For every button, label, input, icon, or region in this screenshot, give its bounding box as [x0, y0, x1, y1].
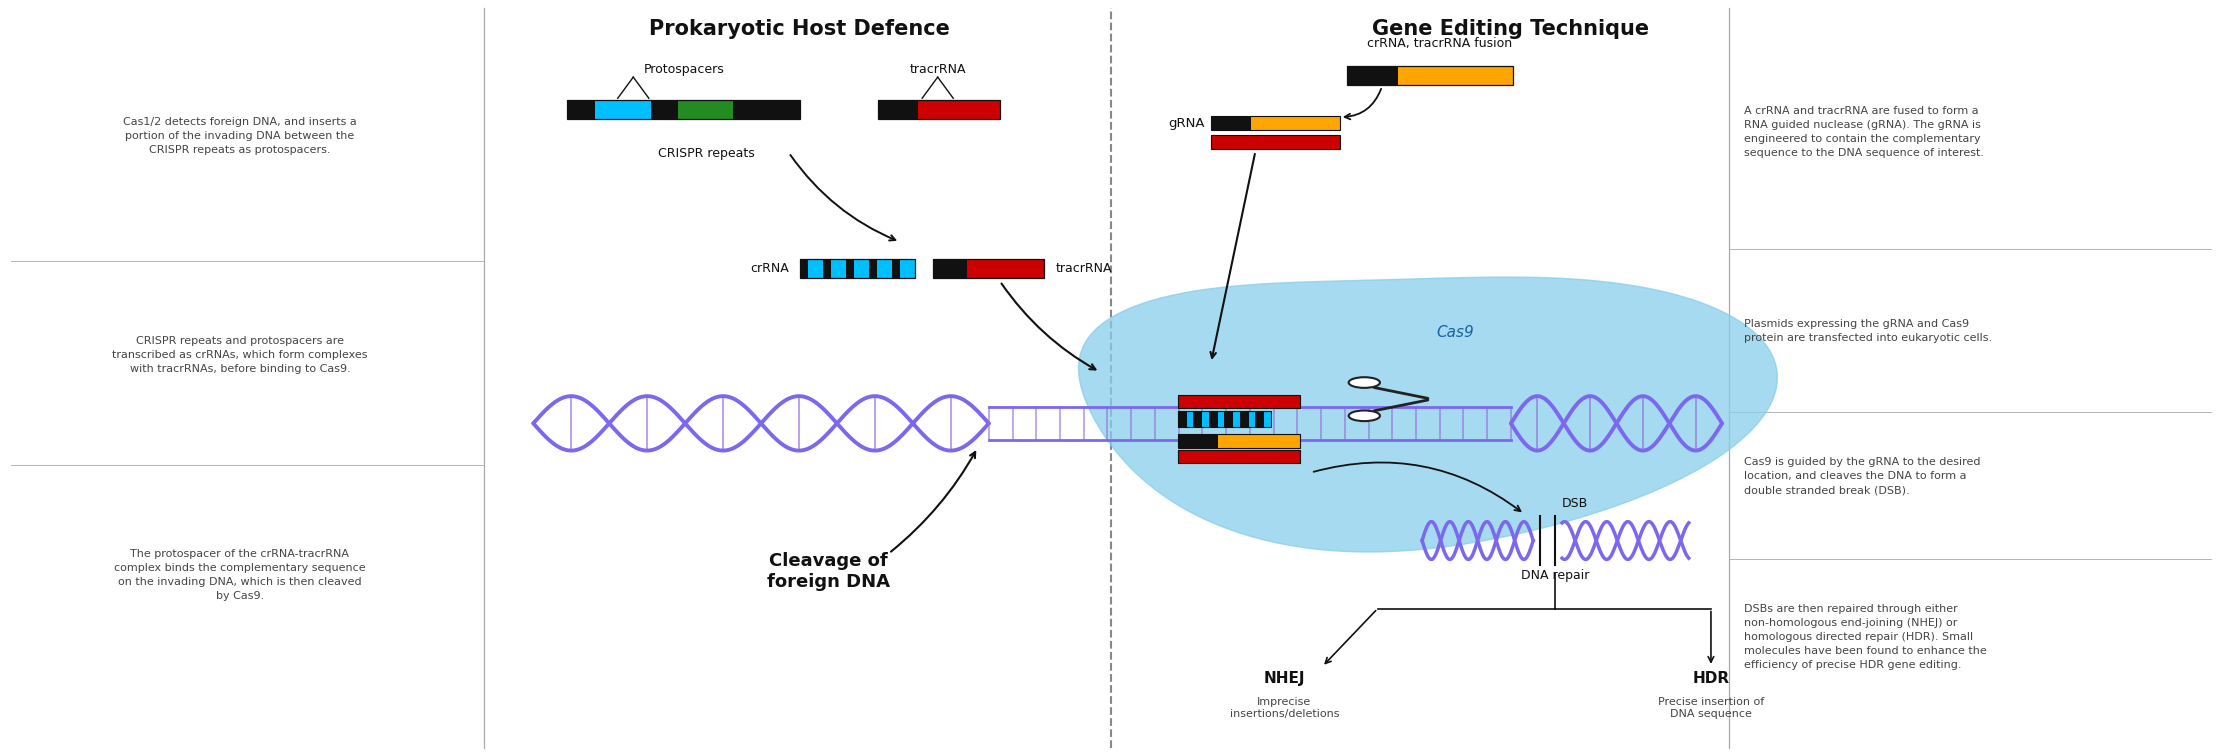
Bar [1211, 116, 1251, 130]
Text: gRNA: gRNA [1169, 117, 1204, 131]
Text: Cas9: Cas9 [1438, 325, 1473, 340]
Bar [1178, 411, 1271, 427]
Text: crRNA, tracrRNA fusion: crRNA, tracrRNA fusion [1367, 37, 1513, 51]
Bar [567, 100, 800, 119]
Text: Cas9 is guided by the gRNA to the desired
location, and cleaves the DNA to form : Cas9 is guided by the gRNA to the desire… [1744, 457, 1980, 495]
Circle shape [1349, 377, 1380, 388]
Bar [1178, 411, 1187, 427]
Polygon shape [1078, 277, 1778, 552]
Bar [1211, 116, 1340, 130]
Text: tracrRNA: tracrRNA [909, 63, 967, 76]
Bar [1178, 411, 1271, 427]
Bar [1178, 450, 1300, 463]
Bar [878, 100, 918, 119]
Text: CRISPR repeats and protospacers are
transcribed as crRNAs, which form complexes
: CRISPR repeats and protospacers are tran… [113, 336, 367, 374]
Text: The protospacer of the crRNA-tracrRNA
complex binds the complementary sequence
o: The protospacer of the crRNA-tracrRNA co… [113, 549, 367, 600]
Text: Plasmids expressing the gRNA and Cas9
protein are transfected into eukaryotic ce: Plasmids expressing the gRNA and Cas9 pr… [1744, 319, 1993, 343]
Text: CRISPR repeats: CRISPR repeats [658, 147, 755, 160]
Bar [1178, 395, 1300, 408]
Bar [822, 259, 831, 278]
Bar [847, 259, 853, 278]
Bar [1240, 411, 1249, 427]
Text: Gene Editing Technique: Gene Editing Technique [1373, 19, 1649, 39]
Circle shape [1349, 411, 1380, 421]
Bar [1178, 434, 1300, 448]
Text: crRNA: crRNA [751, 262, 789, 275]
Bar [1211, 116, 1340, 130]
Bar [567, 100, 800, 119]
Text: Imprecise
insertions/deletions: Imprecise insertions/deletions [1229, 697, 1340, 719]
Bar [869, 259, 878, 278]
Bar [1255, 411, 1264, 427]
Bar [1224, 411, 1233, 427]
Text: Prokaryotic Host Defence: Prokaryotic Host Defence [649, 19, 951, 39]
Text: DSB: DSB [1562, 497, 1589, 510]
Text: HDR: HDR [1693, 671, 1729, 686]
Text: Cleavage of
foreign DNA: Cleavage of foreign DNA [767, 552, 891, 590]
Text: A crRNA and tracrRNA are fused to form a
RNA guided nuclease (gRNA). The gRNA is: A crRNA and tracrRNA are fused to form a… [1744, 107, 1984, 158]
Text: Protospacers: Protospacers [644, 63, 724, 76]
Text: Precise insertion of
DNA sequence: Precise insertion of DNA sequence [1658, 697, 1764, 719]
Bar [1347, 66, 1513, 85]
Bar [800, 259, 915, 278]
Bar [1211, 135, 1340, 149]
Bar [1347, 66, 1398, 85]
Bar [1193, 411, 1202, 427]
Bar [800, 259, 915, 278]
Bar [678, 100, 733, 119]
Bar [933, 259, 967, 278]
Bar [1178, 450, 1300, 463]
Bar [1178, 395, 1300, 408]
Text: Cas1/2 detects foreign DNA, and inserts a
portion of the invading DNA between th: Cas1/2 detects foreign DNA, and inserts … [122, 117, 358, 155]
Bar [1178, 434, 1300, 448]
Bar [1209, 411, 1218, 427]
Bar [933, 259, 1044, 278]
Text: DNA repair: DNA repair [1522, 569, 1589, 581]
Text: NHEJ: NHEJ [1264, 671, 1304, 686]
Bar [933, 259, 1044, 278]
Bar [800, 259, 809, 278]
Bar [878, 100, 1000, 119]
Bar [878, 100, 1000, 119]
Text: DSBs are then repaired through either
non-homologous end-joining (NHEJ) or
homol: DSBs are then repaired through either no… [1744, 603, 1986, 670]
Bar [595, 100, 651, 119]
Bar [1178, 434, 1218, 448]
Bar [893, 259, 900, 278]
Bar [1347, 66, 1513, 85]
Text: tracrRNA: tracrRNA [1055, 262, 1111, 275]
Bar [1211, 135, 1340, 149]
